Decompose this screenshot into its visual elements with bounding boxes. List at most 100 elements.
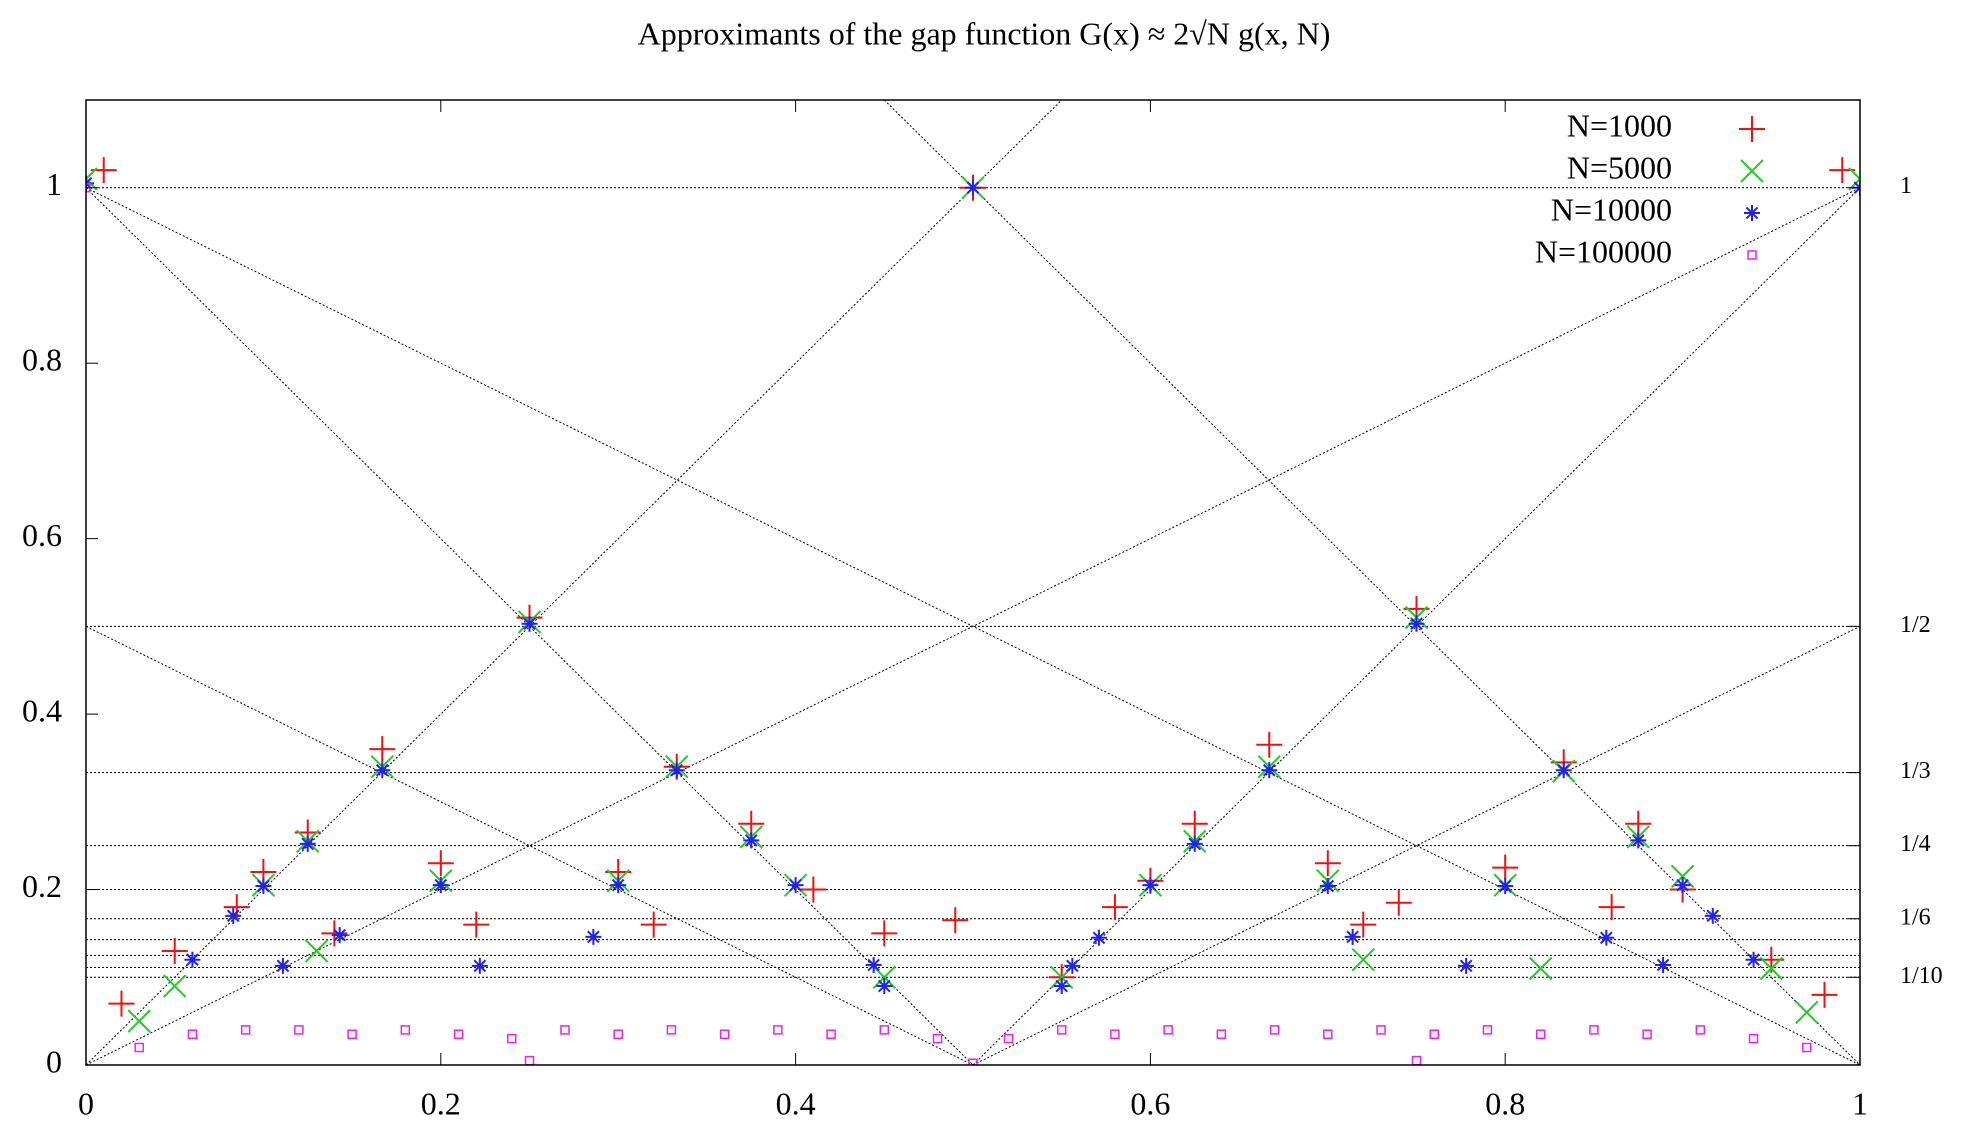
point	[879, 1025, 890, 1035]
y2-tick-label: 1/10	[1900, 963, 1943, 989]
point	[640, 911, 667, 938]
point	[1748, 1033, 1759, 1044]
point	[800, 876, 827, 903]
y-tick-label: 0.8	[22, 342, 62, 378]
point	[1759, 956, 1784, 981]
point	[1216, 1029, 1227, 1040]
point	[942, 907, 969, 934]
point	[1411, 1055, 1422, 1065]
point	[1323, 1029, 1333, 1040]
point	[1555, 762, 1572, 779]
point	[1351, 948, 1375, 972]
point	[560, 1025, 570, 1035]
point	[1110, 1029, 1120, 1040]
point	[1497, 878, 1514, 895]
point	[299, 835, 316, 852]
point	[1142, 877, 1159, 894]
point	[1053, 978, 1070, 995]
point	[1674, 877, 1691, 894]
point	[1064, 957, 1081, 974]
point	[1376, 1025, 1386, 1035]
y-tick-label: 0.4	[22, 692, 62, 728]
point	[1598, 894, 1625, 921]
guides	[86, 100, 1860, 1065]
y-tick-label: 0	[46, 1043, 62, 1079]
legend-label: N=10000	[1551, 191, 1672, 227]
x-tick-label: 0	[78, 1085, 94, 1121]
point	[162, 974, 187, 998]
point	[471, 957, 488, 974]
point	[521, 615, 538, 632]
legend-marker	[1739, 116, 1765, 142]
point	[294, 1025, 304, 1035]
point	[1630, 832, 1647, 849]
point	[719, 1029, 730, 1040]
point	[1811, 981, 1838, 1008]
point	[432, 877, 449, 894]
point	[1181, 810, 1208, 837]
point	[1745, 951, 1762, 968]
point	[1802, 1042, 1812, 1053]
plot-frame	[85, 99, 1861, 1066]
y2-tick-label: 1/6	[1900, 904, 1931, 930]
point	[240, 1025, 251, 1035]
point	[374, 762, 391, 779]
x-tick-label: 0.2	[421, 1085, 461, 1121]
y2-tick-label: 1/2	[1900, 612, 1931, 638]
y-tick-label: 1	[46, 166, 62, 202]
point	[1598, 929, 1615, 946]
point	[331, 927, 348, 944]
point	[1350, 911, 1377, 938]
point	[826, 1029, 836, 1040]
guide-line	[86, 100, 1063, 1065]
point	[1482, 1025, 1493, 1035]
point	[86, 182, 91, 193]
point	[1458, 957, 1475, 974]
x-tick-label: 0.6	[1130, 1085, 1170, 1121]
point	[743, 832, 760, 849]
point	[1344, 928, 1361, 945]
point	[666, 1025, 677, 1035]
point	[274, 957, 291, 974]
point	[610, 877, 627, 894]
legend-marker	[1744, 205, 1760, 221]
point	[585, 928, 602, 945]
point	[86, 167, 98, 191]
point	[369, 736, 396, 763]
point	[1090, 929, 1107, 946]
point	[1704, 907, 1721, 924]
point	[1186, 835, 1203, 852]
legend-label: N=1000	[1567, 107, 1672, 143]
x-tick-label: 0.8	[1485, 1085, 1525, 1121]
point	[427, 850, 454, 877]
point	[1385, 889, 1412, 916]
point	[738, 810, 765, 837]
legend-label: N=5000	[1567, 149, 1672, 185]
point	[1535, 1029, 1546, 1040]
point	[1655, 956, 1672, 973]
point	[965, 179, 981, 196]
point	[1314, 850, 1341, 877]
point	[1848, 167, 1860, 191]
legend-label: N=100000	[1535, 233, 1672, 269]
point	[187, 1029, 198, 1040]
point	[463, 911, 490, 938]
chart-title: Approximants of the gap function G(x) ≈ …	[638, 15, 1331, 51]
point	[304, 939, 329, 963]
point	[1101, 894, 1128, 921]
point	[1408, 615, 1425, 632]
point	[773, 1025, 783, 1035]
point	[1056, 1025, 1067, 1035]
x-tick-label: 1	[1852, 1085, 1868, 1121]
guide-line	[972, 625, 1860, 1065]
point	[1429, 1029, 1439, 1040]
point	[1795, 1000, 1819, 1025]
point	[184, 951, 201, 968]
point	[1003, 1033, 1014, 1044]
point	[1269, 1025, 1280, 1035]
point	[1642, 1029, 1652, 1040]
point	[225, 907, 242, 924]
point	[134, 1042, 144, 1053]
point	[1492, 854, 1519, 881]
